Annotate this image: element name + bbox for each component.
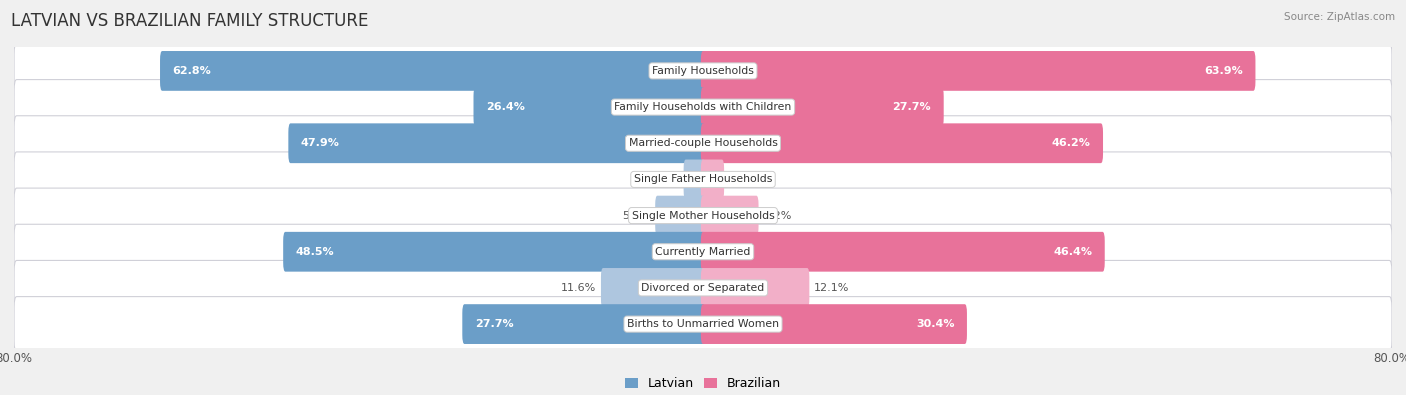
- FancyBboxPatch shape: [14, 224, 1392, 279]
- FancyBboxPatch shape: [655, 196, 706, 235]
- Text: 11.6%: 11.6%: [561, 283, 596, 293]
- Text: 2.2%: 2.2%: [728, 175, 758, 184]
- FancyBboxPatch shape: [160, 51, 706, 91]
- FancyBboxPatch shape: [14, 43, 1392, 98]
- FancyBboxPatch shape: [700, 268, 810, 308]
- Text: 62.8%: 62.8%: [173, 66, 211, 76]
- Text: 27.7%: 27.7%: [893, 102, 931, 112]
- Text: Currently Married: Currently Married: [655, 247, 751, 257]
- Text: LATVIAN VS BRAZILIAN FAMILY STRUCTURE: LATVIAN VS BRAZILIAN FAMILY STRUCTURE: [11, 12, 368, 30]
- Text: Married-couple Households: Married-couple Households: [628, 138, 778, 148]
- FancyBboxPatch shape: [700, 160, 724, 199]
- Text: 2.0%: 2.0%: [651, 175, 679, 184]
- Text: 6.2%: 6.2%: [763, 211, 792, 220]
- FancyBboxPatch shape: [283, 232, 706, 272]
- FancyBboxPatch shape: [600, 268, 706, 308]
- FancyBboxPatch shape: [700, 232, 1105, 272]
- FancyBboxPatch shape: [474, 87, 706, 127]
- Text: 30.4%: 30.4%: [915, 319, 955, 329]
- FancyBboxPatch shape: [288, 123, 706, 163]
- Text: 48.5%: 48.5%: [295, 247, 335, 257]
- FancyBboxPatch shape: [14, 260, 1392, 316]
- FancyBboxPatch shape: [700, 196, 759, 235]
- Text: Single Mother Households: Single Mother Households: [631, 211, 775, 220]
- Text: Divorced or Separated: Divorced or Separated: [641, 283, 765, 293]
- FancyBboxPatch shape: [14, 297, 1392, 352]
- Text: Family Households with Children: Family Households with Children: [614, 102, 792, 112]
- FancyBboxPatch shape: [463, 304, 706, 344]
- FancyBboxPatch shape: [700, 51, 1256, 91]
- Text: Births to Unmarried Women: Births to Unmarried Women: [627, 319, 779, 329]
- Text: 47.9%: 47.9%: [301, 138, 340, 148]
- Text: 27.7%: 27.7%: [475, 319, 513, 329]
- FancyBboxPatch shape: [14, 188, 1392, 243]
- Text: Source: ZipAtlas.com: Source: ZipAtlas.com: [1284, 12, 1395, 22]
- Text: 5.3%: 5.3%: [623, 211, 651, 220]
- Legend: Latvian, Brazilian: Latvian, Brazilian: [620, 372, 786, 395]
- Text: Family Households: Family Households: [652, 66, 754, 76]
- Text: 46.2%: 46.2%: [1052, 138, 1091, 148]
- FancyBboxPatch shape: [14, 152, 1392, 207]
- Text: 63.9%: 63.9%: [1204, 66, 1243, 76]
- Text: 12.1%: 12.1%: [814, 283, 849, 293]
- FancyBboxPatch shape: [683, 160, 706, 199]
- Text: 26.4%: 26.4%: [486, 102, 524, 112]
- FancyBboxPatch shape: [14, 116, 1392, 171]
- FancyBboxPatch shape: [700, 123, 1104, 163]
- FancyBboxPatch shape: [14, 79, 1392, 135]
- FancyBboxPatch shape: [700, 87, 943, 127]
- Text: 46.4%: 46.4%: [1053, 247, 1092, 257]
- Text: Single Father Households: Single Father Households: [634, 175, 772, 184]
- FancyBboxPatch shape: [700, 304, 967, 344]
